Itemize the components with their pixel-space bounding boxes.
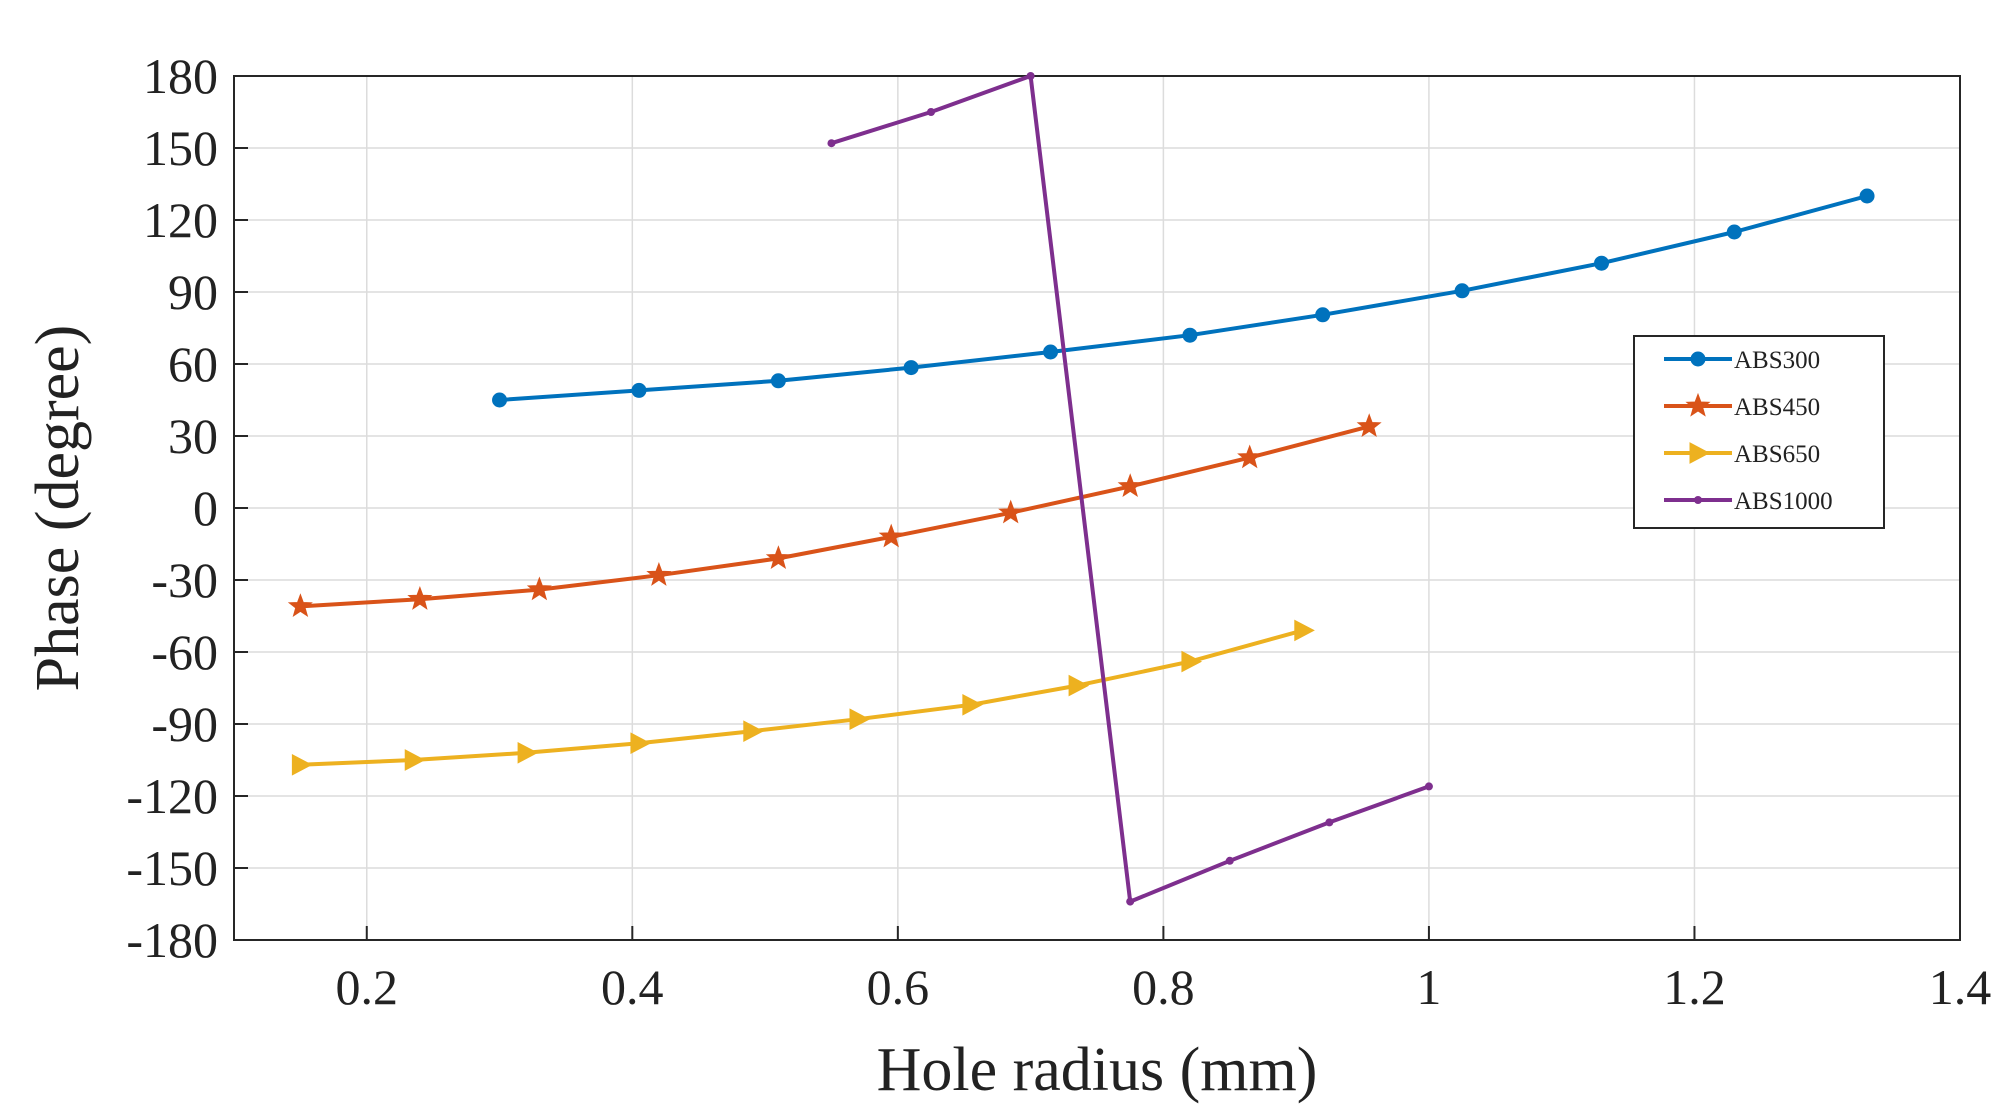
data-point — [1859, 188, 1875, 204]
legend-swatch-marker — [1694, 496, 1702, 504]
y-axis-title: Phase (degree) — [24, 325, 92, 692]
legend-swatch-marker — [1685, 392, 1711, 417]
x-tick-label: 1 — [1416, 959, 1441, 1015]
legend-label: ABS300 — [1734, 347, 1820, 374]
y-tick-label: -180 — [126, 912, 218, 968]
data-point — [1068, 674, 1090, 697]
data-point — [1454, 283, 1470, 299]
series-layer — [287, 72, 1875, 906]
y-tick-label: -90 — [151, 696, 218, 752]
data-point — [1043, 344, 1059, 360]
x-tick-label: 1.2 — [1663, 959, 1726, 1015]
y-tick-label: -150 — [126, 840, 218, 896]
data-point — [646, 562, 672, 586]
data-point — [1225, 856, 1234, 865]
data-point — [1726, 224, 1742, 240]
data-point — [849, 708, 871, 731]
x-axis-title: Hole radius (mm) — [877, 1036, 1318, 1104]
data-point — [407, 586, 433, 610]
data-point — [927, 108, 936, 116]
data-point — [404, 749, 426, 771]
data-point — [770, 373, 786, 389]
data-point — [903, 360, 919, 376]
data-point — [1181, 650, 1203, 673]
x-tick-label: 0.8 — [1132, 959, 1195, 1015]
data-point — [631, 382, 647, 398]
x-tick-label: 0.4 — [601, 959, 664, 1015]
data-point — [1126, 897, 1135, 906]
series-line — [300, 424, 1370, 609]
series-abs650 — [291, 619, 1315, 776]
data-point — [1325, 818, 1334, 827]
y-tick-label: 120 — [143, 192, 218, 248]
data-point — [517, 741, 539, 764]
legend-item: ABS1000 — [1664, 488, 1833, 515]
data-point — [1026, 72, 1035, 80]
y-tick-label: -120 — [126, 768, 218, 824]
legend-label: ABS650 — [1734, 441, 1820, 468]
data-point — [1594, 255, 1610, 271]
y-tick-label: 60 — [168, 336, 218, 392]
data-point — [1356, 413, 1382, 438]
y-tick-label: 30 — [168, 408, 218, 464]
data-point — [765, 545, 791, 570]
data-point — [878, 523, 904, 548]
legend: ABS300 ABS450 ABS650 ABS1000 — [1633, 335, 1885, 529]
data-point — [1294, 619, 1315, 642]
data-point — [1182, 327, 1198, 343]
data-point — [287, 593, 313, 618]
legend-item: ABS300 — [1664, 347, 1820, 374]
data-point — [1315, 307, 1331, 323]
data-point — [1237, 444, 1263, 469]
y-tick-label: 150 — [143, 120, 218, 176]
data-point — [630, 732, 652, 755]
data-point — [526, 576, 552, 601]
y-tick-label: 180 — [143, 48, 218, 104]
data-point — [1424, 782, 1433, 791]
data-point — [743, 720, 764, 743]
x-tick-label: 0.6 — [867, 959, 930, 1015]
y-tick-label: 0 — [193, 480, 218, 536]
data-point — [827, 139, 836, 148]
data-point — [291, 753, 313, 776]
y-tick-label: -60 — [151, 624, 218, 680]
series-abs300 — [492, 188, 1875, 408]
x-tick-label: 1.4 — [1929, 959, 1992, 1015]
legend-box — [1633, 335, 1885, 529]
y-tick-label: -30 — [151, 552, 218, 608]
axis-ticks: 0.2 0.4 0.6 0.8 1 1.2 1.4 -180 -150 -120 -90 -60 -30… — [126, 48, 1991, 1015]
legend-item: ABS450 — [1664, 392, 1820, 421]
legend-swatch-marker — [1689, 442, 1711, 464]
legend-swatch-marker — [1690, 351, 1706, 367]
y-tick-label: 90 — [168, 264, 218, 320]
data-point — [962, 693, 983, 716]
legend-label: ABS1000 — [1734, 488, 1833, 515]
data-point — [998, 499, 1024, 524]
legend-item: ABS650 — [1664, 441, 1820, 468]
legend-label: ABS450 — [1734, 394, 1820, 421]
series-line — [300, 628, 1304, 767]
data-point — [1117, 473, 1143, 498]
series-abs450 — [287, 413, 1382, 618]
data-point — [492, 392, 508, 408]
series-abs1000 — [827, 72, 1433, 906]
x-tick-label: 0.2 — [336, 959, 399, 1015]
